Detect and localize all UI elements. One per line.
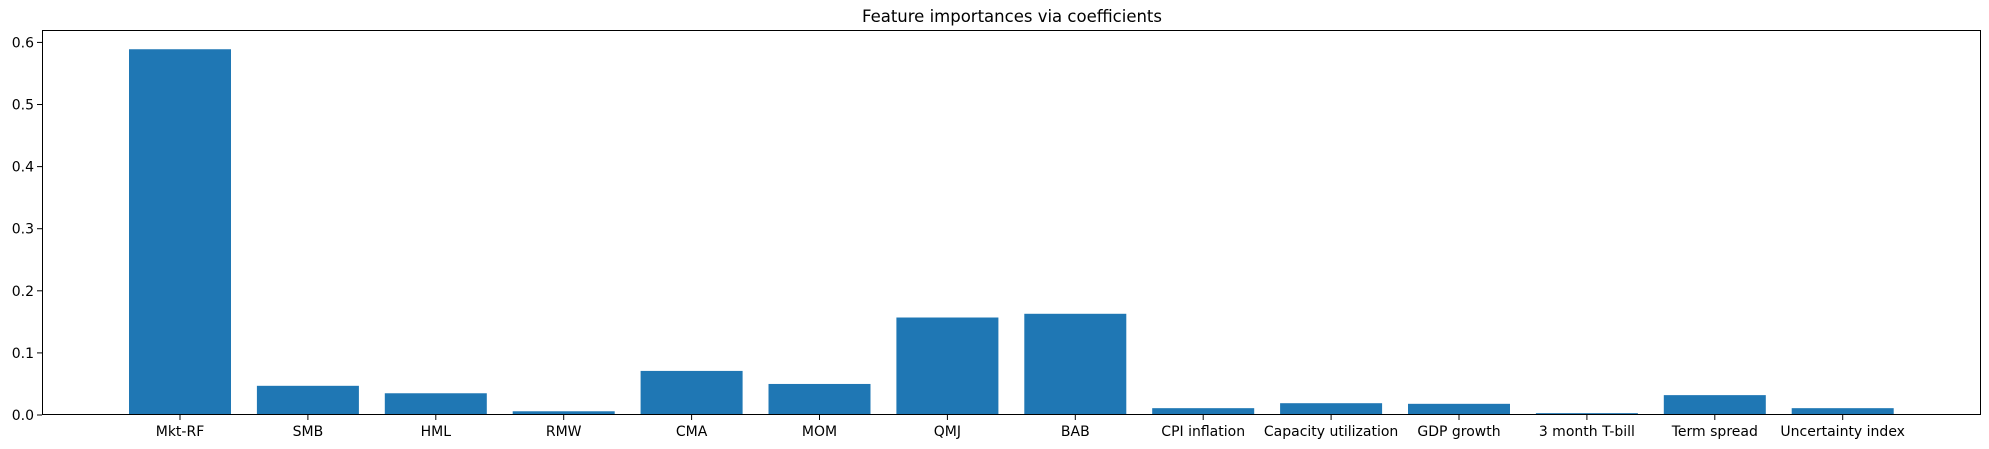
x-tick-label: Capacity utilization xyxy=(1264,424,1398,440)
x-tick-label: Uncertainty index xyxy=(1780,424,1905,440)
x-tick-label: CMA xyxy=(676,424,708,440)
x-tick-label: Term spread xyxy=(1671,424,1758,440)
y-tick-label: 0.4 xyxy=(12,160,34,176)
y-tick-label: 0.2 xyxy=(12,284,34,300)
x-tick-label: QMJ xyxy=(934,424,961,440)
bar-rmw xyxy=(512,411,615,415)
y-tick-label: 0.1 xyxy=(12,346,34,362)
bar-mkt-rf xyxy=(129,49,231,415)
x-tick-label: Mkt-RF xyxy=(156,424,205,440)
x-tick-label: HML xyxy=(421,424,452,440)
bars-group xyxy=(129,49,1894,415)
y-tick-label: 0.3 xyxy=(12,222,34,238)
y-tick-label: 0.5 xyxy=(12,98,34,114)
bar-smb xyxy=(256,385,359,415)
plot-frame xyxy=(42,30,1981,415)
bar-uncertainty-index xyxy=(1791,408,1894,415)
y-axis: 0.0 0.1 0.2 0.3 0.4 0.5 0.6 xyxy=(12,35,42,424)
x-tick-label: 3 month T-bill xyxy=(1539,424,1635,440)
x-tick-label: RMW xyxy=(546,424,582,440)
x-tick-label: SMB xyxy=(293,424,324,440)
bar-hml xyxy=(384,393,487,415)
x-tick-label: GDP growth xyxy=(1417,424,1500,440)
x-axis: Mkt-RF SMB HML RMW CMA MOM QMJ BAB CPI inflation… xyxy=(156,415,1905,440)
y-tick-label: 0.0 xyxy=(12,408,34,424)
bar-cpi-inflation xyxy=(1152,408,1255,415)
y-tick-label: 0.6 xyxy=(12,35,34,51)
bar-capacity-utilization xyxy=(1280,403,1383,415)
chart-title: Feature importances via coefficients xyxy=(862,7,1162,26)
x-tick-label: MOM xyxy=(802,424,837,440)
bar-bab xyxy=(1024,313,1127,415)
bar-term-spread xyxy=(1663,395,1766,415)
bar-gdp-growth xyxy=(1408,403,1510,415)
bar-qmj xyxy=(896,317,999,415)
x-tick-label: CPI inflation xyxy=(1161,424,1245,440)
bar-mom xyxy=(768,383,871,415)
x-tick-label: BAB xyxy=(1061,424,1090,440)
bar-cma xyxy=(640,370,743,415)
